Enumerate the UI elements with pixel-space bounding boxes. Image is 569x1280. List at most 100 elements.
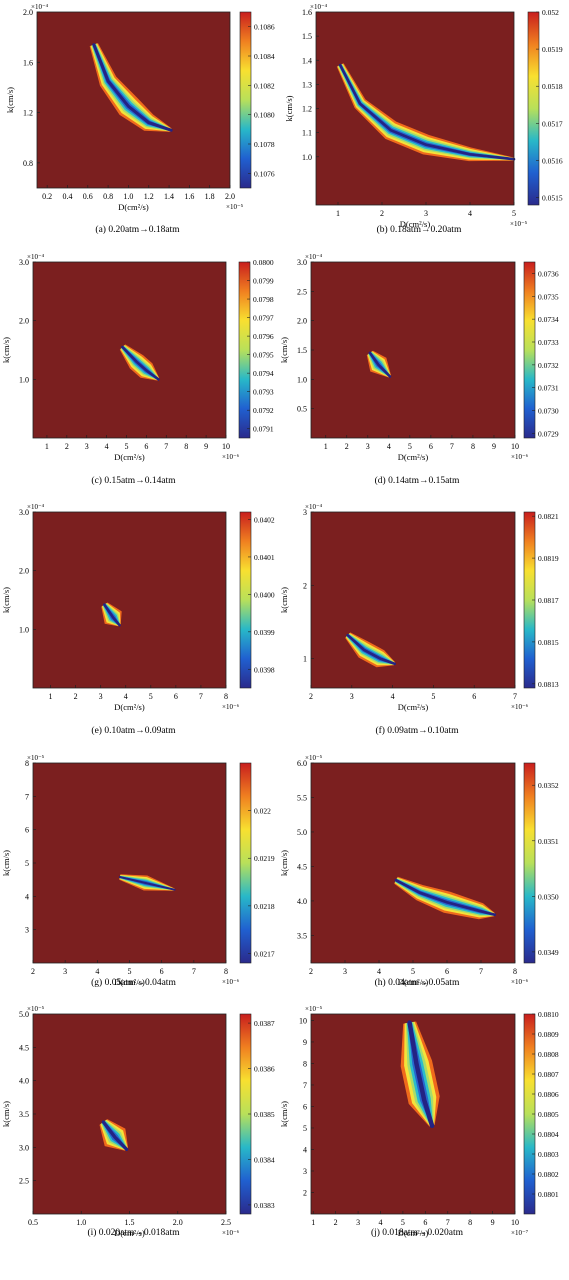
x-tick-label: 10 bbox=[511, 1218, 519, 1227]
x-tick-label: 3 bbox=[63, 967, 67, 976]
colorbar-tick-label: 0.1080 bbox=[254, 111, 275, 120]
y-tick-label: 4 bbox=[25, 892, 29, 901]
chart-panel-i: 0.5 1.0 1.5 2.0 2.5 2.5 3.0 3.5 4.0 4.5 5.0×10⁻⁵ ×1… bbox=[1, 1005, 275, 1238]
x-axis-label: D(cm²/s) bbox=[118, 202, 149, 212]
x-axis-label: D(cm²/s) bbox=[400, 219, 431, 229]
colorbar-tick-label: 0.0383 bbox=[254, 1201, 275, 1210]
y-tick-label: 3.5 bbox=[19, 1110, 29, 1119]
colorbar-tick-label: 0.0793 bbox=[253, 388, 274, 397]
error-minimum-band bbox=[366, 350, 392, 378]
colorbar-tick-label: 0.0219 bbox=[254, 854, 275, 863]
colorbar-tick-label: 0.0515 bbox=[542, 194, 563, 203]
colorbar-tick-label: 0.0387 bbox=[254, 1019, 275, 1028]
y-tick-label: 1.2 bbox=[23, 109, 33, 118]
x-tick-label: 3 bbox=[85, 442, 89, 451]
y-tick-label: 1.4 bbox=[302, 56, 312, 65]
colorbar-tick-label: 0.0351 bbox=[538, 837, 559, 846]
colorbar-tick-label: 0.0805 bbox=[538, 1110, 559, 1119]
panel-caption: (g) 0.05atm→0.04atm bbox=[91, 977, 176, 988]
y-tick-label: 2 bbox=[303, 581, 307, 590]
y-tick-label: 6 bbox=[303, 1102, 307, 1111]
chart-panel-a: 0.2 0.4 0.6 0.8 1.0 1.2 1.4 1.6 1.8 2.0 0.8 1.2 1.6 2… bbox=[5, 3, 275, 235]
y-tick-label: 8 bbox=[25, 759, 29, 768]
plot-frame bbox=[36, 11, 231, 189]
x-axis-label: D(cm²/s) bbox=[398, 977, 429, 987]
y-tick-label: 1.2 bbox=[302, 105, 312, 114]
y-tick-label: 1.5 bbox=[302, 32, 312, 41]
x-axis-multiplier: ×10⁻⁶ bbox=[222, 978, 240, 986]
y-axis-multiplier: ×10⁻⁴ bbox=[27, 503, 45, 511]
x-axis-multiplier: ×10⁻⁶ bbox=[511, 453, 529, 461]
y-axis-label: k(cm/s) bbox=[279, 850, 289, 876]
y-axis-label: k(cm/s) bbox=[1, 850, 11, 876]
y-tick-label: 1.0 bbox=[297, 375, 307, 384]
colorbar-tick-label: 0.0399 bbox=[254, 628, 275, 637]
x-tick-label: 0.5 bbox=[28, 1218, 38, 1227]
colorbar-tick-label: 0.0817 bbox=[538, 596, 559, 605]
x-axis-label: D(cm²/s) bbox=[114, 1228, 145, 1238]
x-axis-multiplier: ×10⁻⁶ bbox=[222, 453, 240, 461]
chart-panel-g: 2 3 4 5 6 7 8345678×10⁻⁵×10⁻⁶D(cm²/s)k(cm/s)0.… bbox=[1, 754, 275, 988]
x-tick-label: 2.0 bbox=[225, 192, 235, 201]
panel-caption: (b) 0.18atm→0.20atm bbox=[377, 224, 462, 235]
x-tick-label: 7 bbox=[199, 692, 203, 701]
x-tick-label: 1 bbox=[336, 209, 340, 218]
colorbar-tick-label: 0.0794 bbox=[253, 369, 274, 378]
colorbar-tick-label: 0.0800 bbox=[253, 258, 274, 267]
colorbar-tick-label: 0.0401 bbox=[254, 553, 275, 562]
error-minimum-band bbox=[118, 874, 176, 891]
colorbar-tick-label: 0.0798 bbox=[253, 295, 274, 304]
colorbar-gradient bbox=[239, 511, 252, 689]
heatmap-background bbox=[311, 512, 515, 688]
colorbar: 0.0729 0.0730 0.0731 0.0732 0.0733 0.0734 0.07… bbox=[523, 261, 559, 438]
colorbar-tick-label: 0.0802 bbox=[538, 1170, 559, 1179]
colorbar-tick-label: 0.0806 bbox=[538, 1090, 559, 1099]
x-tick-label: 1.8 bbox=[205, 192, 215, 201]
x-axis-label: D(cm²/s) bbox=[114, 452, 145, 462]
chart-panel-h: 2 3 4 5 6 7 8 3.5 4.0 4.5 5.0 5.5 6.0×10⁻⁵ ×10⁻⁶ D(cm²… bbox=[279, 754, 559, 988]
colorbar-tick-label: 0.1086 bbox=[254, 23, 275, 32]
error-minimum-band bbox=[119, 344, 160, 381]
colorbar-tick-label: 0.0810 bbox=[538, 1010, 559, 1019]
y-axis-multiplier: ×10⁻⁵ bbox=[305, 1005, 323, 1013]
y-tick-label: 4 bbox=[303, 1145, 307, 1154]
x-tick-label: 3 bbox=[366, 442, 370, 451]
y-tick-label: 1.0 bbox=[302, 153, 312, 162]
y-tick-label: 1.6 bbox=[23, 58, 33, 67]
colorbar-tick-label: 0.0384 bbox=[254, 1155, 275, 1164]
colorbar-tick-label: 0.0809 bbox=[538, 1030, 559, 1039]
plot-frame bbox=[310, 511, 516, 689]
y-axis-label: k(cm/s) bbox=[1, 1101, 11, 1127]
colorbar-tick-label: 0.0735 bbox=[538, 292, 559, 301]
colorbar-tick-label: 0.1084 bbox=[254, 52, 275, 61]
error-minimum-band bbox=[345, 632, 396, 668]
y-tick-label: 3.0 bbox=[19, 258, 29, 267]
colorbar-tick-label: 0.0804 bbox=[538, 1130, 559, 1139]
colorbar-tick-label: 0.0803 bbox=[538, 1150, 559, 1159]
colorbar-tick-label: 0.0519 bbox=[542, 45, 563, 54]
x-tick-label: 0.4 bbox=[62, 192, 72, 201]
chart-panel-j: 1 2 3 4 5 6 7 8 9 10 2 3 4 5 6 7 8 9 10 ×10⁻⁵ ×10⁻⁷ D(cm²/s) k… bbox=[279, 1005, 559, 1238]
y-axis-label: k(cm/s) bbox=[279, 587, 289, 613]
x-tick-label: 5 bbox=[401, 1218, 405, 1227]
colorbar: 0.0515 0.0516 0.0517 0.0518 0.0519 0.052 bbox=[527, 8, 563, 206]
x-axis-multiplier: ×10⁻⁷ bbox=[511, 1229, 529, 1237]
y-tick-label: 6.0 bbox=[297, 759, 307, 768]
y-tick-label: 2 bbox=[303, 1188, 307, 1197]
colorbar-gradient bbox=[239, 762, 252, 964]
x-tick-label: 2 bbox=[74, 692, 78, 701]
x-tick-label: 5 bbox=[125, 442, 129, 451]
x-tick-label: 4 bbox=[387, 442, 391, 451]
colorbar-tick-label: 0.0815 bbox=[538, 638, 559, 647]
y-axis-label: k(cm/s) bbox=[1, 587, 11, 613]
error-minimum-band bbox=[101, 602, 122, 627]
panel-caption: (i) 0.020atm→0.018atm bbox=[87, 1227, 180, 1238]
x-tick-label: 2 bbox=[334, 1218, 338, 1227]
x-tick-label: 2 bbox=[345, 442, 349, 451]
x-tick-label: 10 bbox=[222, 442, 230, 451]
x-tick-label: 2.0 bbox=[173, 1218, 183, 1227]
x-tick-label: 1 bbox=[324, 442, 328, 451]
x-tick-label: 7 bbox=[513, 692, 517, 701]
colorbar-tick-label: 0.0819 bbox=[538, 554, 559, 563]
x-tick-label: 6 bbox=[160, 967, 164, 976]
